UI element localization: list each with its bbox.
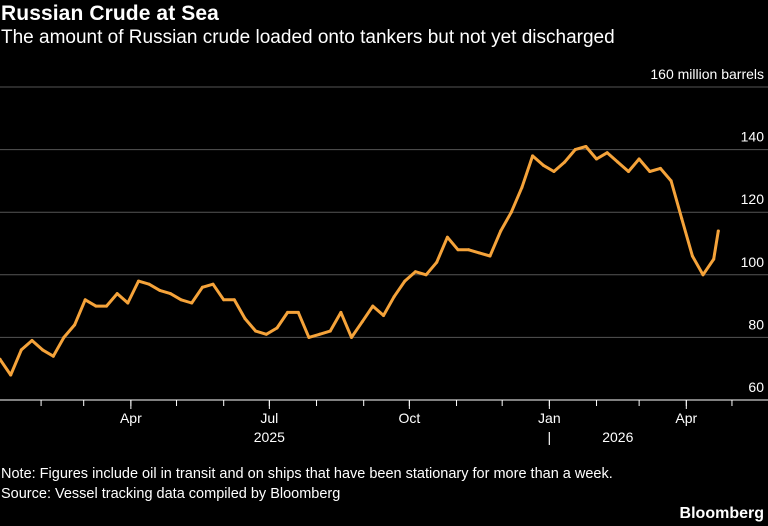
y-tick-label: 80 xyxy=(748,316,764,332)
data-point xyxy=(211,282,215,286)
data-point xyxy=(627,170,630,173)
x-tick-label: Apr xyxy=(120,410,142,426)
x-year-label: 2026 xyxy=(602,429,633,445)
data-point xyxy=(126,301,130,305)
data-point xyxy=(424,273,428,277)
data-point xyxy=(296,310,300,314)
x-year-label: 2025 xyxy=(254,429,285,445)
data-point xyxy=(232,298,236,302)
data-point xyxy=(382,314,385,317)
data-point xyxy=(190,301,194,305)
series-line xyxy=(0,145,720,377)
data-point xyxy=(19,348,23,352)
data-point xyxy=(62,335,66,339)
data-point xyxy=(573,148,577,152)
series-layer xyxy=(0,145,720,377)
data-point xyxy=(41,348,45,352)
gridlines xyxy=(0,86,768,401)
chart-source: Source: Vessel tracking data compiled by… xyxy=(1,486,341,502)
data-point xyxy=(605,151,609,155)
data-point xyxy=(158,288,162,292)
data-point xyxy=(680,217,684,220)
data-point xyxy=(499,229,503,233)
chart-subtitle: The amount of Russian crude loaded onto … xyxy=(1,27,615,48)
x-tick-label: Apr xyxy=(675,410,697,426)
y-tick-label: 60 xyxy=(748,379,764,395)
data-point xyxy=(716,229,720,233)
data-point xyxy=(595,157,598,161)
data-point xyxy=(9,373,13,377)
data-point xyxy=(0,357,2,361)
data-point xyxy=(552,170,556,173)
data-point xyxy=(137,279,140,283)
bloomberg-logo: Bloomberg xyxy=(679,505,764,522)
data-point xyxy=(392,295,396,299)
data-point xyxy=(488,254,492,258)
data-point xyxy=(467,248,471,252)
data-point xyxy=(147,282,151,286)
y-tick-label: 120 xyxy=(741,191,765,207)
data-point xyxy=(73,323,77,327)
data-point xyxy=(445,235,449,239)
data-point xyxy=(307,335,311,339)
data-point xyxy=(51,354,55,358)
data-point xyxy=(328,329,332,333)
data-point xyxy=(30,339,34,342)
data-point xyxy=(243,317,247,321)
data-point xyxy=(520,185,524,189)
data-point xyxy=(83,298,87,302)
y-tick-label: 160 million barrels xyxy=(650,66,764,82)
chart-title: Russian Crude at Sea xyxy=(1,2,219,25)
x-tick-label: Oct xyxy=(398,410,420,426)
data-point xyxy=(115,292,119,296)
data-point xyxy=(254,329,258,333)
data-point xyxy=(403,279,407,283)
data-point xyxy=(541,163,545,167)
y-axis-tick-labels: 60 80 100 120 140 160 million barrels xyxy=(650,66,764,395)
x-tick-label: Jul xyxy=(260,410,278,426)
data-point xyxy=(509,210,513,214)
data-point xyxy=(658,166,662,170)
data-point xyxy=(584,145,588,148)
data-point xyxy=(563,160,567,164)
data-point xyxy=(275,326,279,330)
data-point xyxy=(318,332,322,336)
data-point xyxy=(200,285,204,289)
data-point xyxy=(477,251,481,255)
data-point xyxy=(413,270,417,274)
data-point xyxy=(371,304,375,308)
x-axis-ticks: Apr Jul Oct Jan Apr 2025 2026 | xyxy=(40,400,733,445)
data-point xyxy=(350,335,353,339)
data-point xyxy=(264,332,268,336)
data-point xyxy=(360,320,364,324)
data-point xyxy=(531,154,535,158)
data-point xyxy=(456,248,460,252)
data-point xyxy=(712,257,716,261)
data-point xyxy=(648,170,652,173)
y-tick-label: 140 xyxy=(741,129,765,145)
data-point xyxy=(701,273,705,277)
data-point xyxy=(339,310,343,314)
data-point xyxy=(637,157,641,161)
data-point xyxy=(168,292,172,296)
data-point xyxy=(105,304,108,308)
data-point xyxy=(179,298,183,302)
data-point xyxy=(690,254,694,258)
data-point xyxy=(94,304,98,308)
year-divider: | xyxy=(548,429,552,445)
data-point xyxy=(616,160,620,164)
chart-note: Note: Figures include oil in transit and… xyxy=(1,466,613,482)
data-point xyxy=(435,260,439,264)
data-point xyxy=(222,298,226,302)
data-point xyxy=(669,179,673,183)
x-tick-label: Jan xyxy=(538,410,561,426)
data-point xyxy=(286,310,290,314)
y-tick-label: 100 xyxy=(741,254,765,270)
